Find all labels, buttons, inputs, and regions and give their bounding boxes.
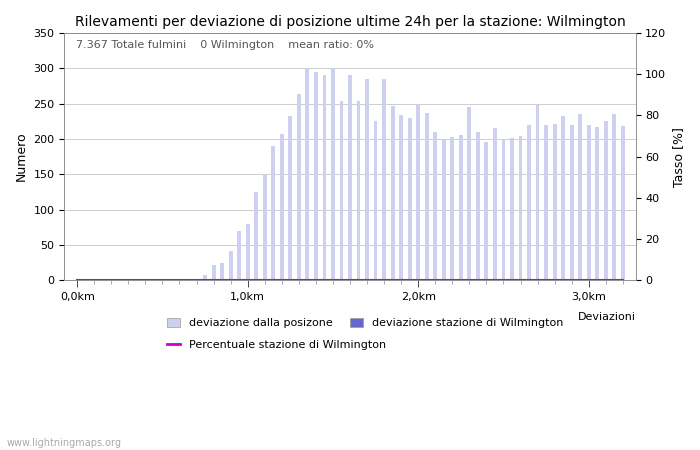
Bar (587, 126, 591, 280)
Bar (272, 146, 275, 280)
Bar (510, 138, 514, 280)
Bar (203, 274, 207, 280)
Bar (331, 68, 335, 280)
Bar (288, 116, 292, 280)
Bar (374, 121, 377, 280)
Bar (561, 116, 565, 280)
Bar (544, 125, 548, 280)
Bar (314, 72, 318, 280)
Bar (442, 139, 446, 280)
Bar (501, 140, 505, 280)
Bar (425, 113, 428, 280)
Text: 7.367 Totale fulmini    0 Wilmington    mean ratio: 0%: 7.367 Totale fulmini 0 Wilmington mean r… (76, 40, 374, 50)
Bar (527, 125, 531, 280)
Bar (416, 105, 420, 280)
Y-axis label: Tasso [%]: Tasso [%] (672, 126, 685, 186)
Bar (340, 101, 344, 280)
Bar (612, 114, 616, 280)
Bar (382, 79, 386, 280)
Bar (493, 128, 497, 280)
Title: Rilevamenti per deviazione di posizione ultime 24h per la stazione: Wilmington: Rilevamenti per deviazione di posizione … (75, 15, 625, 29)
Bar (348, 75, 352, 280)
Bar (484, 143, 489, 280)
Text: www.lightningmaps.org: www.lightningmaps.org (7, 438, 122, 448)
Bar (237, 231, 241, 280)
Bar (220, 262, 224, 280)
Bar (519, 136, 522, 280)
Bar (468, 107, 471, 280)
Bar (280, 134, 284, 280)
Bar (621, 126, 624, 280)
Bar (399, 115, 403, 280)
Bar (570, 125, 573, 280)
Bar (578, 114, 582, 280)
Bar (211, 265, 216, 280)
Bar (305, 68, 309, 280)
Bar (408, 118, 412, 280)
Bar (297, 94, 301, 280)
Bar (433, 132, 438, 280)
Bar (595, 127, 599, 280)
Bar (476, 132, 480, 280)
Bar (254, 192, 258, 280)
Bar (450, 137, 454, 280)
Bar (459, 135, 463, 280)
Bar (391, 106, 395, 280)
Bar (365, 79, 369, 280)
Y-axis label: Numero: Numero (15, 132, 28, 181)
Bar (356, 101, 360, 280)
Bar (536, 105, 540, 280)
Bar (323, 75, 326, 280)
Legend: Percentuale stazione di Wilmington: Percentuale stazione di Wilmington (167, 340, 386, 350)
Bar (229, 251, 232, 280)
Bar (246, 224, 250, 280)
Bar (604, 121, 608, 280)
Bar (553, 124, 556, 280)
Text: Deviazioni: Deviazioni (578, 312, 636, 322)
Bar (262, 174, 267, 280)
